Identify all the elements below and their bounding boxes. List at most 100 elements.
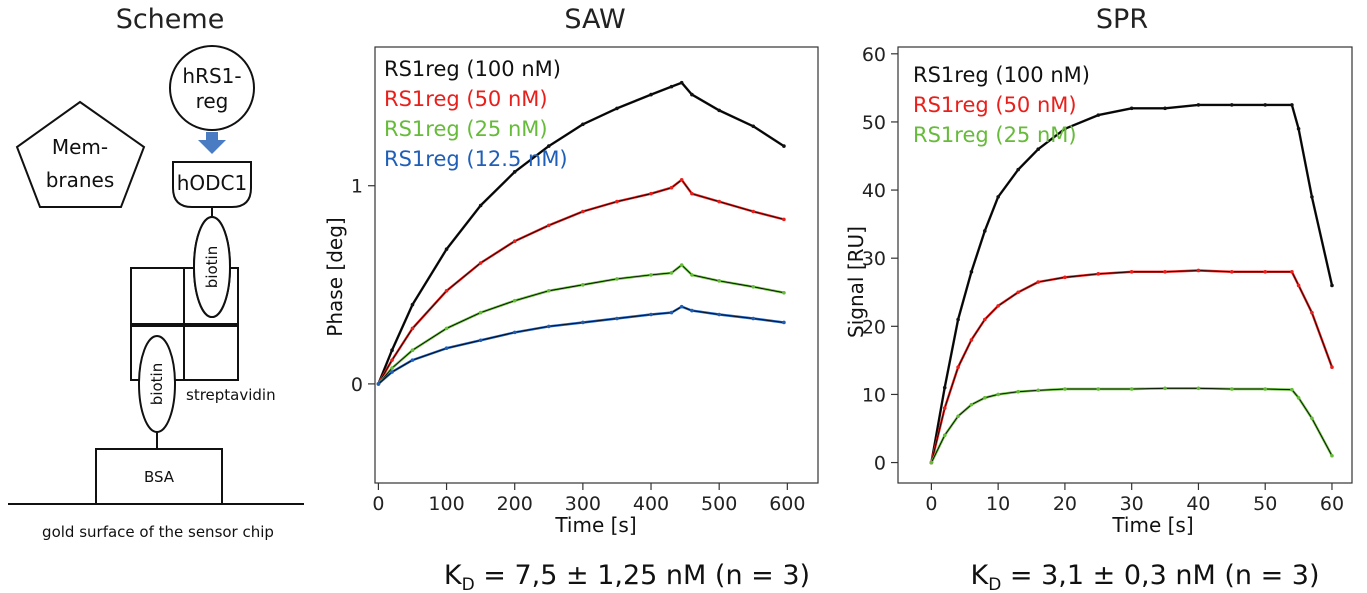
saw-series-line-3 xyxy=(377,263,785,385)
saw-chart: SAW 0 100 200 300 400 500 600 0 1 RS1reg (100 nM… xyxy=(323,4,819,593)
membranes-pentagon xyxy=(15,100,146,208)
spr-fit-line-2 xyxy=(931,270,1333,463)
saw-series-line-4 xyxy=(377,305,785,385)
saw-marks xyxy=(376,80,786,386)
spr-data-point xyxy=(1310,195,1314,199)
hrs1-reg-circle xyxy=(169,45,255,131)
saw-legend-item-2: RS1reg (50 nM) xyxy=(384,87,548,111)
spr-data-point xyxy=(969,402,974,407)
spr-data-point xyxy=(956,317,960,322)
saw-x-tick-label: 300 xyxy=(565,493,601,515)
spr-data-point xyxy=(982,396,987,400)
streptavidin-tetramer xyxy=(130,267,239,381)
saw-data-point xyxy=(649,191,653,196)
spr-marks xyxy=(929,103,1334,465)
saw-data-point xyxy=(690,92,694,97)
spr-data-point xyxy=(1163,106,1167,111)
saw-x-tick-label: 500 xyxy=(701,493,737,515)
saw-data-point xyxy=(679,263,684,267)
spr-data-point xyxy=(1330,453,1334,458)
spr-data-point xyxy=(1129,106,1134,111)
saw-data-point xyxy=(615,316,619,321)
spr-data-point xyxy=(942,385,947,390)
saw-data-point xyxy=(751,209,756,214)
saw-data-point xyxy=(581,320,585,325)
hodc1-label: hODC1 xyxy=(177,171,248,195)
spr-legend: RS1reg (100 nM) RS1reg (50 nM) RS1reg (25 … xyxy=(913,63,1090,147)
spr-data-point xyxy=(1063,275,1067,280)
spr-axes: 0 10 20 30 40 50 60 0 10 20 30 40 50 60 xyxy=(862,44,1353,515)
spr-data-point xyxy=(996,195,1000,199)
spr-data-point xyxy=(1036,280,1041,284)
saw-legend: RS1reg (100 nM) RS1reg (50 nM) RS1reg (25 … xyxy=(384,57,568,171)
spr-data-point xyxy=(1036,388,1041,393)
saw-data-point xyxy=(782,217,786,222)
saw-kd-value: KD = 7,5 ± 1,25 nM (n = 3) xyxy=(444,560,810,593)
hodc1-shape xyxy=(172,161,252,208)
saw-data-point xyxy=(669,185,674,190)
biotin-bottom-label: biotin xyxy=(148,363,166,405)
spr-data-point xyxy=(1330,283,1334,288)
spr-data-point xyxy=(942,406,947,410)
saw-data-point xyxy=(546,144,551,148)
spr-x-tick-label: 0 xyxy=(925,493,937,515)
spr-y-tick-label: 60 xyxy=(862,44,886,66)
saw-data-point xyxy=(669,84,674,89)
saw-y-axis-title: Phase [deg] xyxy=(323,217,347,336)
membranes-label-line1: Mem- xyxy=(52,135,108,159)
spr-data-point xyxy=(1310,310,1314,315)
saw-data-point xyxy=(444,247,449,251)
saw-data-point xyxy=(512,298,517,303)
spr-data-point xyxy=(1230,270,1234,274)
saw-x-tick-label: 400 xyxy=(633,493,669,515)
spr-legend-item-3: RS1reg (25 nM) xyxy=(913,123,1077,147)
spr-data-point xyxy=(1016,389,1020,394)
spr-x-tick-label: 60 xyxy=(1320,493,1344,515)
saw-data-point xyxy=(615,106,619,111)
spr-data-point xyxy=(1290,387,1294,392)
spr-data-point xyxy=(942,433,947,438)
saw-data-point xyxy=(410,302,415,307)
spr-data-point xyxy=(1096,387,1101,391)
spr-x-tick-label: 10 xyxy=(986,493,1010,515)
spr-chart: SPR 0 10 20 30 40 50 60 0 10 20 30 40 50 60 RS1reg (1… xyxy=(844,4,1353,593)
spr-fit-line-1 xyxy=(931,104,1333,463)
saw-x-tick-label: 200 xyxy=(497,493,533,515)
saw-data-point xyxy=(410,358,415,362)
spr-data-point xyxy=(1330,365,1334,369)
saw-data-point xyxy=(615,199,619,204)
spr-data-point xyxy=(996,392,1000,397)
saw-y-tick-label: 1 xyxy=(351,176,363,198)
spr-legend-item-1: RS1reg (100 nM) xyxy=(913,63,1090,87)
binding-arrow-icon xyxy=(198,132,226,154)
saw-title: SAW xyxy=(564,4,625,35)
spr-series-line-3 xyxy=(930,387,1334,464)
saw-data-point xyxy=(410,326,415,331)
saw-y-tick-label: 0 xyxy=(351,374,363,396)
spr-data-point xyxy=(1129,270,1134,274)
spr-y-tick-label: 40 xyxy=(862,180,886,202)
saw-x-tick-label: 100 xyxy=(428,493,464,515)
spr-kd-value: KD = 3,1 ± 0,3 nM (n = 3) xyxy=(971,560,1320,593)
spr-data-point xyxy=(1290,270,1294,274)
saw-data-point xyxy=(410,348,415,353)
saw-data-point xyxy=(751,316,756,321)
saw-plot-frame xyxy=(374,46,819,484)
spr-y-tick-label: 50 xyxy=(862,112,886,134)
spr-data-point xyxy=(929,460,934,465)
spr-data-point xyxy=(1196,103,1201,107)
saw-x-axis-title: Time [s] xyxy=(554,513,636,537)
saw-data-point xyxy=(390,348,394,353)
saw-data-point xyxy=(782,144,786,148)
spr-y-tick-label: 30 xyxy=(862,248,886,270)
saw-data-point xyxy=(669,271,674,275)
spr-data-point xyxy=(1196,268,1201,273)
saw-data-point xyxy=(782,320,786,325)
spr-x-axis-title: Time [s] xyxy=(1111,513,1193,537)
spr-data-point xyxy=(956,365,960,369)
spr-y-tick-label: 10 xyxy=(862,384,886,406)
spr-x-tick-label: 40 xyxy=(1186,493,1210,515)
saw-data-point xyxy=(546,324,551,329)
spr-data-point xyxy=(1196,386,1201,391)
